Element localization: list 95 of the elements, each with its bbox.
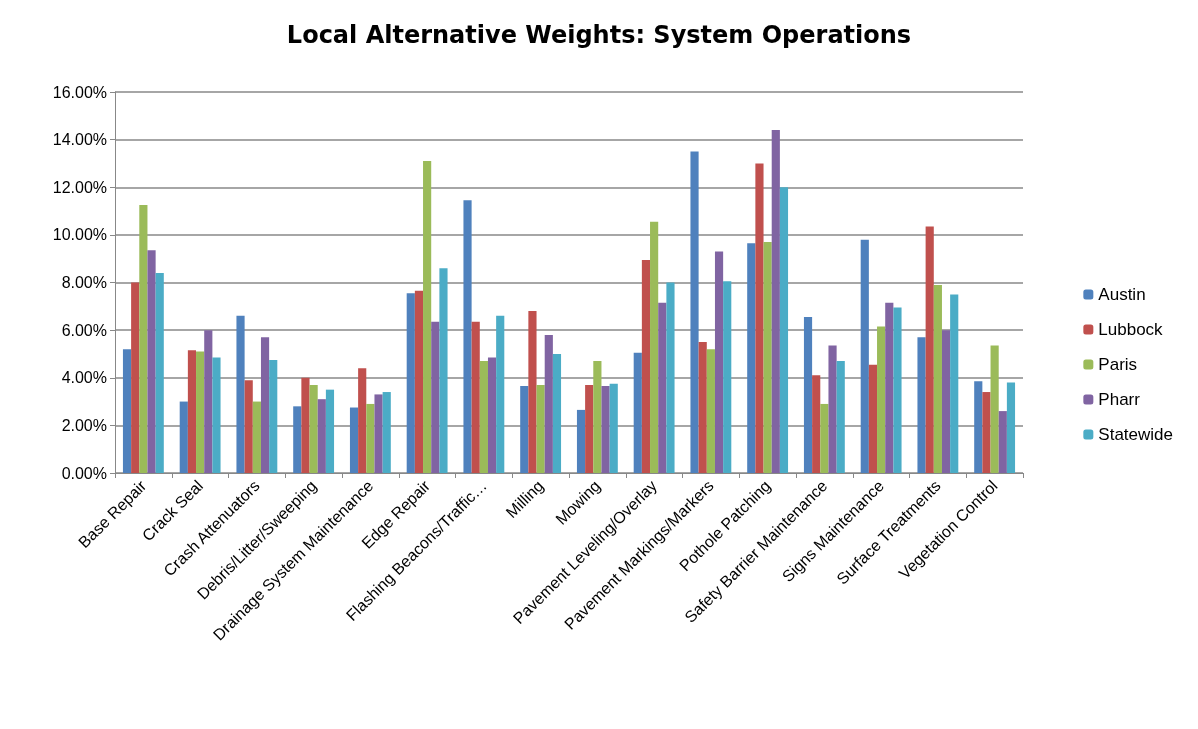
bar — [974, 381, 983, 473]
y-tick-label: 8.00% — [61, 274, 107, 291]
bar — [358, 368, 367, 473]
legend-label: Paris — [1098, 355, 1138, 374]
bar — [406, 293, 415, 473]
bar — [528, 311, 537, 473]
bar — [131, 282, 140, 473]
bar — [877, 326, 886, 473]
bar — [706, 349, 715, 473]
bar — [698, 342, 707, 473]
bar — [155, 272, 164, 473]
bar — [658, 302, 667, 473]
bar — [293, 406, 302, 473]
bar — [236, 315, 245, 473]
legend-label: Statewide — [1098, 425, 1174, 444]
y-tick-label: 2.00% — [61, 416, 107, 434]
bar — [723, 281, 732, 473]
bar — [893, 307, 902, 473]
bar — [755, 163, 764, 473]
bar — [496, 315, 505, 473]
bar — [414, 290, 424, 473]
bar — [471, 321, 480, 473]
bar — [252, 401, 261, 473]
bar — [812, 375, 821, 473]
bar — [204, 330, 213, 473]
bar — [139, 205, 148, 473]
bar — [479, 361, 488, 473]
bar — [747, 243, 756, 473]
bar — [836, 361, 845, 473]
bar — [771, 130, 780, 473]
bar — [609, 383, 618, 473]
bar — [641, 259, 651, 473]
bar — [1006, 382, 1016, 473]
bar — [917, 337, 926, 473]
bar — [690, 151, 699, 473]
chart-title: Local Alternative Weights: System Operations — [286, 21, 912, 49]
y-tick-label: 10.00% — [52, 226, 107, 244]
bar — [212, 357, 221, 473]
bar — [147, 250, 156, 473]
y-tick-label: 4.00% — [61, 369, 107, 387]
bar — [593, 361, 602, 473]
bar — [463, 200, 472, 473]
bar — [982, 392, 991, 473]
bar — [487, 357, 497, 473]
bar — [552, 353, 562, 473]
bar — [366, 403, 375, 473]
bar — [763, 242, 772, 473]
bar — [820, 403, 829, 473]
bar — [431, 321, 440, 473]
bar — [187, 350, 197, 473]
bar — [325, 389, 335, 473]
bar — [576, 409, 586, 473]
bar — [179, 401, 188, 473]
y-tick-label: 6.00% — [61, 321, 107, 339]
y-tick-label: 14.00% — [52, 131, 107, 149]
y-tick-label: 0.00% — [61, 464, 107, 482]
y-tick-label: 16.00% — [52, 83, 107, 101]
bar — [260, 337, 270, 473]
bar — [885, 302, 894, 473]
legend-label: Austin — [1098, 285, 1146, 304]
bar — [601, 386, 610, 473]
bar — [122, 349, 132, 473]
bar — [585, 384, 594, 473]
bar — [520, 386, 529, 473]
bar — [941, 330, 951, 473]
bar — [925, 226, 934, 473]
bar — [269, 359, 278, 473]
bar — [933, 284, 942, 473]
bar — [860, 239, 869, 473]
bar — [349, 407, 359, 473]
bar — [544, 334, 553, 473]
bar — [317, 399, 326, 473]
legend-label: Lubbock — [1098, 320, 1164, 339]
bar — [998, 411, 1007, 473]
bar — [868, 364, 878, 473]
bar — [309, 384, 318, 473]
bar — [196, 351, 205, 473]
bar — [244, 380, 253, 473]
y-tick-label: 12.00% — [52, 178, 107, 196]
bar — [633, 352, 642, 473]
bar — [301, 377, 310, 473]
bar — [714, 251, 724, 473]
bar — [423, 161, 432, 473]
bar — [666, 282, 675, 473]
bar — [439, 268, 448, 473]
bar — [990, 345, 999, 473]
bar — [382, 392, 391, 473]
bar — [374, 394, 383, 473]
bar — [650, 221, 659, 473]
legend-label: Pharr — [1098, 390, 1141, 409]
bar — [779, 187, 789, 473]
bar — [828, 345, 837, 473]
bar — [803, 317, 813, 473]
bar — [536, 384, 545, 473]
bar — [950, 294, 959, 473]
